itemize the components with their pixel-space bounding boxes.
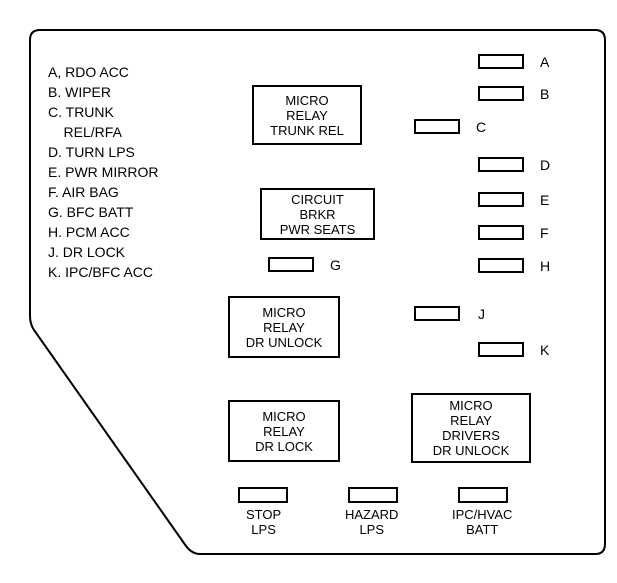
slot-k-label: K xyxy=(540,342,549,358)
legend-item: D. TURN LPS xyxy=(48,142,158,162)
box-line: CIRCUIT xyxy=(291,192,344,207)
legend-item: C. TRUNK xyxy=(48,102,158,122)
fuse-stop-lps xyxy=(238,487,288,503)
slot-e-label: E xyxy=(540,192,549,208)
slot-h xyxy=(478,258,524,273)
slot-f xyxy=(478,225,524,240)
fuse-hazard-lps-label: HAZARDLPS xyxy=(345,507,398,537)
slot-g-label: G xyxy=(330,257,341,273)
box-line: BRKR xyxy=(299,207,335,222)
slot-b xyxy=(478,86,524,101)
legend-item: F. AIR BAG xyxy=(48,182,158,202)
fuse-hazard-lps xyxy=(348,487,398,503)
box-line: DR UNLOCK xyxy=(433,443,510,458)
box-line: MICRO xyxy=(449,398,492,413)
slot-k xyxy=(478,342,524,357)
box-line: DRIVERS xyxy=(442,428,500,443)
slot-g xyxy=(268,257,314,272)
slot-c-label: C xyxy=(476,119,486,135)
circuit-brkr: CIRCUITBRKRPWR SEATS xyxy=(260,188,375,240)
legend-item: J. DR LOCK xyxy=(48,242,158,262)
slot-j-label: J xyxy=(478,306,485,322)
box-line: MICRO xyxy=(285,93,328,108)
relay-dr-unlock: MICRORELAYDR UNLOCK xyxy=(228,296,340,358)
fuse-stop-lps-label: STOPLPS xyxy=(246,507,281,537)
legend-item: G. BFC BATT xyxy=(48,202,158,222)
slot-e xyxy=(478,192,524,207)
box-line: TRUNK REL xyxy=(270,123,344,138)
box-line: DR UNLOCK xyxy=(246,335,323,350)
slot-a-label: A xyxy=(540,54,549,70)
legend-item: E. PWR MIRROR xyxy=(48,162,158,182)
relay-drivers-unlock: MICRORELAYDRIVERSDR UNLOCK xyxy=(411,393,531,463)
legend-item: B. WIPER xyxy=(48,82,158,102)
fuse-ipc-hvac-label: IPC/HVACBATT xyxy=(452,507,512,537)
slot-j xyxy=(414,306,460,321)
legend-item: K. IPC/BFC ACC xyxy=(48,262,158,282)
slot-b-label: B xyxy=(540,86,549,102)
slot-a xyxy=(478,54,524,69)
relay-dr-lock: MICRORELAYDR LOCK xyxy=(228,400,340,462)
legend-item: H. PCM ACC xyxy=(48,222,158,242)
slot-c xyxy=(414,119,460,134)
slot-d xyxy=(478,157,524,172)
box-line: MICRO xyxy=(262,305,305,320)
slot-h-label: H xyxy=(540,258,550,274)
slot-f-label: F xyxy=(540,225,549,241)
fuse-ipc-hvac xyxy=(458,487,508,503)
legend-list: A, RDO ACCB. WIPERC. TRUNK REL/RFAD. TUR… xyxy=(48,62,158,282)
box-line: DR LOCK xyxy=(255,439,313,454)
box-line: RELAY xyxy=(263,320,305,335)
box-line: RELAY xyxy=(286,108,328,123)
box-line: PWR SEATS xyxy=(280,222,356,237)
box-line: RELAY xyxy=(263,424,305,439)
box-line: RELAY xyxy=(450,413,492,428)
box-line: MICRO xyxy=(262,409,305,424)
legend-item: A, RDO ACC xyxy=(48,62,158,82)
relay-trunk-rel: MICRORELAYTRUNK REL xyxy=(252,85,362,145)
slot-d-label: D xyxy=(540,157,550,173)
legend-item: REL/RFA xyxy=(48,122,158,142)
